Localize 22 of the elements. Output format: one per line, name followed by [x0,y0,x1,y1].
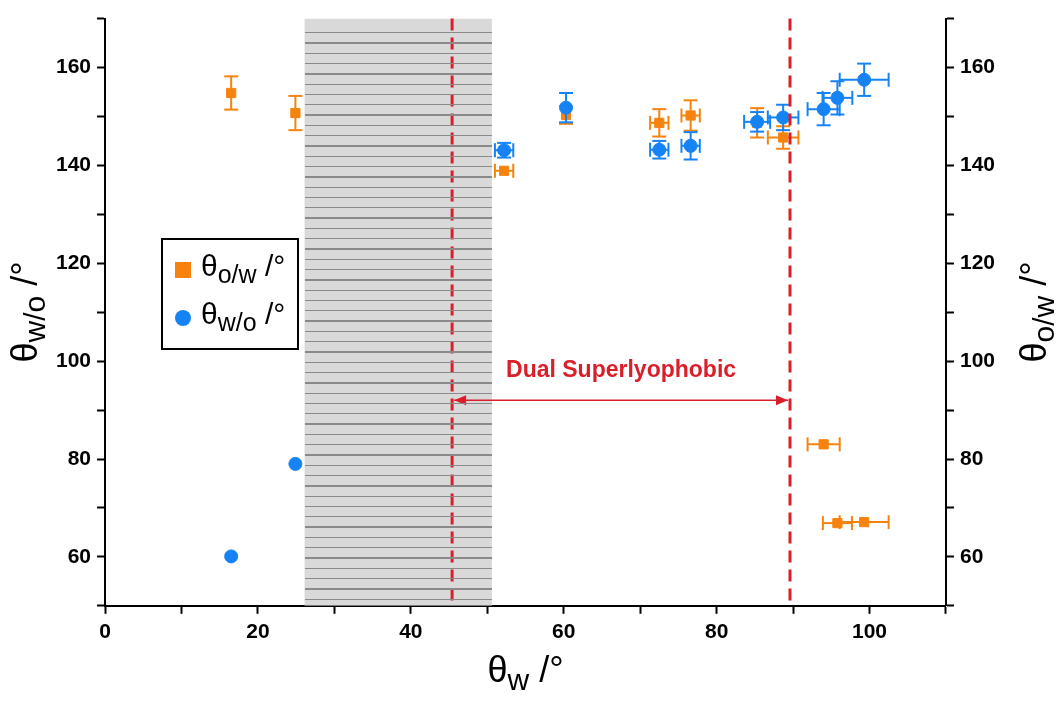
y-tick-label: 60 [67,543,92,567]
annotation: Dual Superlyophobic [506,356,737,383]
y2-tick-label: 80 [959,445,984,469]
y-tick-label: 140 [55,152,92,176]
x-tick-label: 100 [851,619,888,643]
y-tick-label: 100 [55,347,92,371]
legend-label: θ$_{o/w}$ /° [201,248,286,291]
y-tick-label: 80 [67,445,92,469]
x-tick-label: 20 [246,619,270,643]
y2-tick-label: 140 [959,152,996,176]
y2-tick-label: 120 [959,250,996,274]
y2-tick-label: 100 [959,347,996,371]
y2-tick-label: 160 [959,54,996,78]
x-tick-label: 40 [399,619,423,643]
x-tick-label: 80 [704,619,729,643]
y-tick-label: 160 [55,54,92,78]
legend-label: θ$_{w/o}$ /° [201,296,286,339]
x-axis-title: θ$_{w}$ /° [487,649,564,698]
x-tick-label: 60 [552,619,576,643]
y-tick-label: 120 [55,250,92,274]
y2-tick-label: 60 [959,543,984,567]
x-tick-label: 0 [99,619,111,643]
